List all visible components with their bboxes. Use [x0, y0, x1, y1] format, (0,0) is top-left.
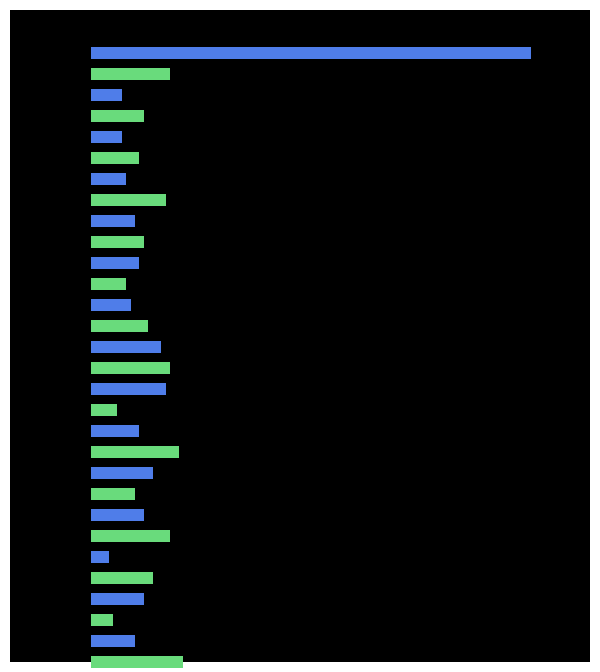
page	[0, 0, 600, 672]
bar	[91, 278, 126, 290]
bar	[91, 404, 117, 416]
bar	[91, 152, 139, 164]
bar	[91, 509, 144, 521]
bar	[91, 656, 183, 668]
bar	[91, 635, 135, 647]
bar	[91, 446, 179, 458]
bar	[91, 89, 122, 101]
bar	[91, 68, 170, 80]
bar	[91, 425, 139, 437]
bar	[91, 131, 122, 143]
bar	[91, 320, 148, 332]
bar-container	[91, 47, 531, 647]
bar	[91, 614, 113, 626]
bar	[91, 551, 109, 563]
bar	[91, 593, 144, 605]
chart-panel	[10, 10, 590, 662]
bar	[91, 299, 131, 311]
bar	[91, 341, 161, 353]
bar	[91, 110, 144, 122]
bar	[91, 488, 135, 500]
bar	[91, 47, 531, 59]
bar	[91, 173, 126, 185]
bar	[91, 194, 166, 206]
bar	[91, 572, 153, 584]
bar	[91, 215, 135, 227]
bar	[91, 530, 170, 542]
bar	[91, 362, 170, 374]
bar	[91, 383, 166, 395]
bar	[91, 236, 144, 248]
bar	[91, 467, 153, 479]
bar	[91, 257, 139, 269]
